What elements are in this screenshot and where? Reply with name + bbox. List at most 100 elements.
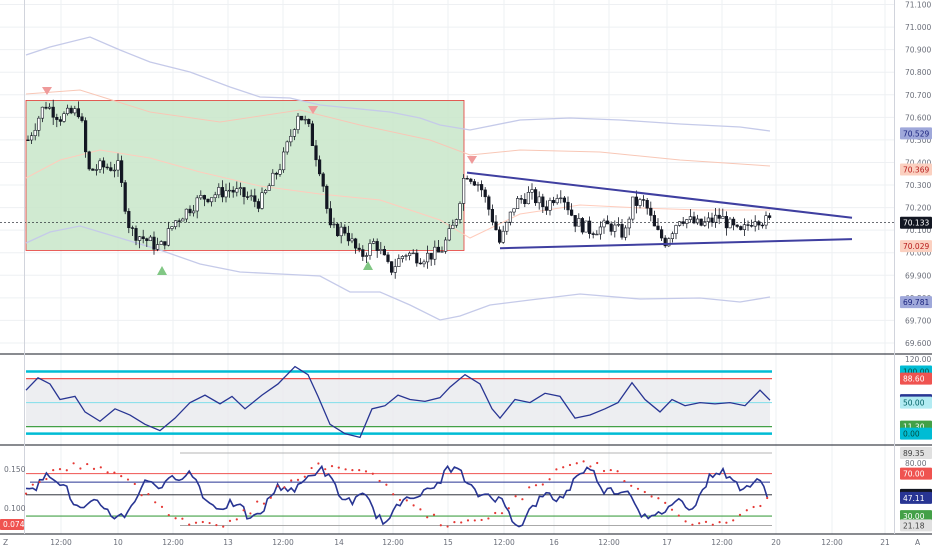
triangle-upper-line xyxy=(466,171,853,219)
candle-body xyxy=(33,130,37,137)
candle-body xyxy=(386,254,390,262)
momentum-dot xyxy=(72,462,75,465)
candle-body xyxy=(602,220,606,228)
candle-body xyxy=(429,252,433,260)
candle-body xyxy=(343,226,347,234)
momentum-dot xyxy=(147,492,150,496)
candle-body xyxy=(361,249,365,257)
candle-body xyxy=(400,256,405,259)
candle-body xyxy=(109,167,113,171)
price-panel[interactable] xyxy=(0,36,894,321)
candle-body xyxy=(472,181,477,186)
momentum-level-label: 30.00 xyxy=(903,512,925,521)
momentum-dot xyxy=(555,468,558,471)
momentum-dot xyxy=(99,466,102,469)
momentum-dot xyxy=(364,470,368,473)
momentum-dot xyxy=(249,512,252,515)
candle-body xyxy=(555,198,559,204)
price-tick-label: 71.000 xyxy=(905,23,931,32)
momentum-dot xyxy=(500,512,504,515)
candle-body xyxy=(760,224,764,227)
momentum-dot xyxy=(392,493,395,496)
momentum-dot xyxy=(738,513,742,516)
candle-body xyxy=(512,208,516,213)
candle-body xyxy=(40,106,44,119)
candle-body xyxy=(217,187,221,196)
momentum-level-badge xyxy=(900,510,932,523)
price-marker-badge xyxy=(900,296,932,309)
candle-body xyxy=(98,160,102,170)
candle-body xyxy=(559,197,563,200)
candle-body xyxy=(425,252,430,263)
candle-body xyxy=(389,261,394,273)
candle-body xyxy=(530,189,534,193)
candle-body xyxy=(246,196,250,198)
candle-body xyxy=(577,218,581,227)
momentum-dot xyxy=(160,505,164,508)
candle-body xyxy=(519,198,523,200)
sell-signal-icon xyxy=(467,156,477,164)
momentum-dot xyxy=(494,511,497,515)
momentum-dot xyxy=(296,478,300,482)
candle-body xyxy=(451,224,455,229)
momentum-line xyxy=(25,464,768,528)
candle-body xyxy=(533,189,538,204)
candle-body xyxy=(479,184,484,191)
momentum-dot xyxy=(589,465,592,468)
momentum-dot xyxy=(344,468,347,471)
momentum-dot xyxy=(235,518,238,521)
candle-body xyxy=(652,215,656,227)
price-marker-label: 70.029 xyxy=(903,242,929,251)
candle-body xyxy=(645,200,649,209)
momentum-dot xyxy=(691,523,694,526)
momentum-dot xyxy=(453,521,456,524)
time-tick-label: 16 xyxy=(549,538,559,547)
candle-body xyxy=(544,206,548,211)
candle-body xyxy=(271,172,275,187)
momentum-dot xyxy=(698,522,701,525)
momentum-dot xyxy=(732,519,735,522)
upper-band-line xyxy=(25,36,771,132)
candle-body xyxy=(710,217,714,223)
buy-signal-icon xyxy=(363,261,373,270)
momentum-dot xyxy=(725,521,728,524)
momentum-dot xyxy=(358,468,361,472)
momentum-dot xyxy=(664,501,667,504)
candle-body xyxy=(638,199,642,206)
momentum-dot xyxy=(657,497,660,500)
candle-body xyxy=(580,218,584,233)
candle-body xyxy=(292,129,297,137)
candle-body xyxy=(37,117,41,131)
oscillator-panel[interactable] xyxy=(25,365,772,439)
candle-body xyxy=(51,106,55,118)
time-axis-left-letter: Z xyxy=(3,538,8,547)
candle-body xyxy=(587,220,592,234)
momentum-dot xyxy=(426,516,429,519)
momentum-left-badge-label: 0.074 xyxy=(3,520,25,529)
momentum-dot xyxy=(643,490,646,494)
candle-body xyxy=(382,249,387,256)
momentum-dot xyxy=(126,478,130,481)
momentum-level-label: 89.35 xyxy=(903,449,925,458)
momentum-dot xyxy=(636,487,640,490)
price-tick-label: 70.200 xyxy=(905,204,931,213)
candle-body xyxy=(256,201,261,209)
candle-body xyxy=(238,187,243,190)
candle-body xyxy=(123,182,127,212)
candle-body xyxy=(404,255,408,257)
momentum-dot xyxy=(521,498,524,501)
candle-body xyxy=(458,203,462,220)
candle-body xyxy=(490,209,495,223)
momentum-dot xyxy=(106,471,109,474)
osc-level-label: 50.00 xyxy=(903,399,925,408)
time-tick-label: 20 xyxy=(771,538,781,547)
candle-body xyxy=(181,218,185,222)
momentum-panel[interactable] xyxy=(24,452,772,528)
candle-body xyxy=(757,221,761,226)
candle-body xyxy=(55,116,59,120)
price-tick-label: 70.600 xyxy=(905,113,931,122)
candle-body xyxy=(278,169,282,175)
momentum-dot xyxy=(575,462,578,465)
candle-body xyxy=(551,200,556,204)
